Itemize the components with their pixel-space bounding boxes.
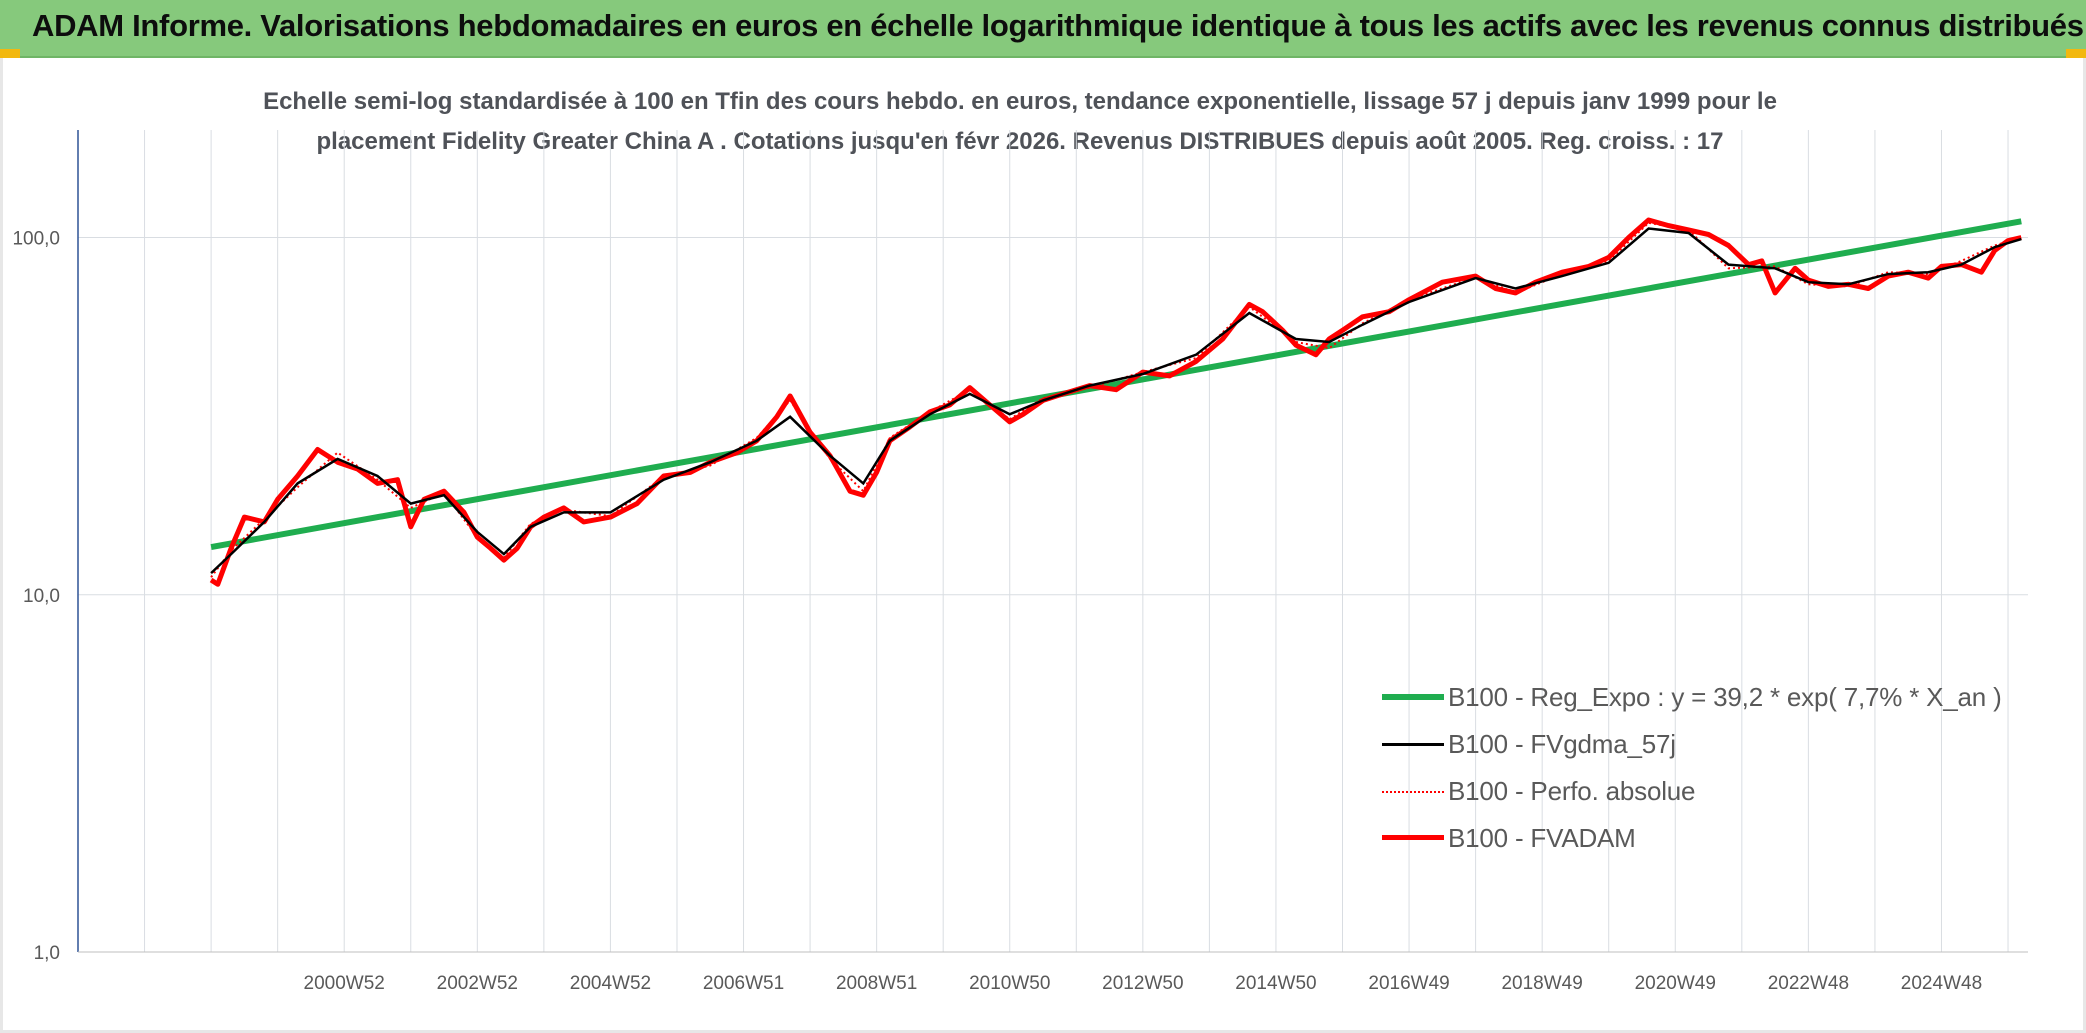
x-tick-label: 2002W52 bbox=[437, 973, 518, 994]
legend-item-fvadam: B100 - FVADAM bbox=[1382, 821, 2022, 857]
series-line-absolute bbox=[210, 221, 2022, 578]
y-tick-label: 10,0 bbox=[23, 586, 60, 607]
chart-title-line1: Echelle semi-log standardisée à 100 en T… bbox=[263, 88, 1777, 115]
banner-title: ADAM Informe. Valorisations hebdomadaire… bbox=[32, 8, 2084, 43]
legend-label-fvadam: B100 - FVADAM bbox=[1448, 823, 1636, 853]
legend-swatch-absolute bbox=[1382, 791, 1444, 793]
x-tick-label: 2018W49 bbox=[1501, 973, 1582, 994]
x-tick-label: 2000W52 bbox=[304, 973, 385, 994]
corner-marker-right bbox=[2066, 49, 2086, 58]
x-tick-label: 2022W48 bbox=[1768, 973, 1849, 994]
corner-marker-left bbox=[0, 49, 20, 58]
x-tick-label: 2012W50 bbox=[1102, 973, 1183, 994]
legend-label-regression: B100 - Reg_Expo : y = 39,2 * exp( 7,7% *… bbox=[1448, 682, 2002, 712]
x-tick-label: 2016W49 bbox=[1368, 973, 1449, 994]
y-tick-label: 100,0 bbox=[12, 229, 60, 250]
x-tick-label: 2024W48 bbox=[1901, 973, 1982, 994]
series-line-smoothed bbox=[210, 227, 2022, 575]
x-tick-label: 2006W51 bbox=[703, 973, 784, 994]
legend-item-absolute: B100 - Perfo. absolue bbox=[1382, 774, 2022, 810]
legend-label-smoothed: B100 - FVgdma_57j bbox=[1448, 729, 1676, 759]
chart-panel bbox=[0, 58, 2086, 1033]
x-tick-label: 2010W50 bbox=[969, 973, 1050, 994]
legend-swatch-smoothed bbox=[1382, 743, 1444, 746]
legend-item-smoothed: B100 - FVgdma_57j bbox=[1382, 727, 2022, 763]
x-tick-label: 2020W49 bbox=[1635, 973, 1716, 994]
x-tick-label: 2004W52 bbox=[570, 973, 651, 994]
x-tick-label: 2014W50 bbox=[1235, 973, 1316, 994]
legend-item-regression: B100 - Reg_Expo : y = 39,2 * exp( 7,7% *… bbox=[1382, 680, 2022, 716]
chart-title-line2: placement Fidelity Greater China A . Cot… bbox=[316, 128, 1724, 155]
legend-swatch-fvadam bbox=[1382, 835, 1444, 840]
x-tick-label: 2008W51 bbox=[836, 973, 917, 994]
series-line-fvadam bbox=[209, 217, 2022, 587]
series-line-regression bbox=[210, 218, 2022, 551]
y-tick-label: 1,0 bbox=[34, 943, 60, 964]
legend-label-absolute: B100 - Perfo. absolue bbox=[1448, 776, 1696, 806]
banner: ADAM Informe. Valorisations hebdomadaire… bbox=[0, 0, 2086, 58]
legend-swatch-regression bbox=[1382, 694, 1444, 700]
